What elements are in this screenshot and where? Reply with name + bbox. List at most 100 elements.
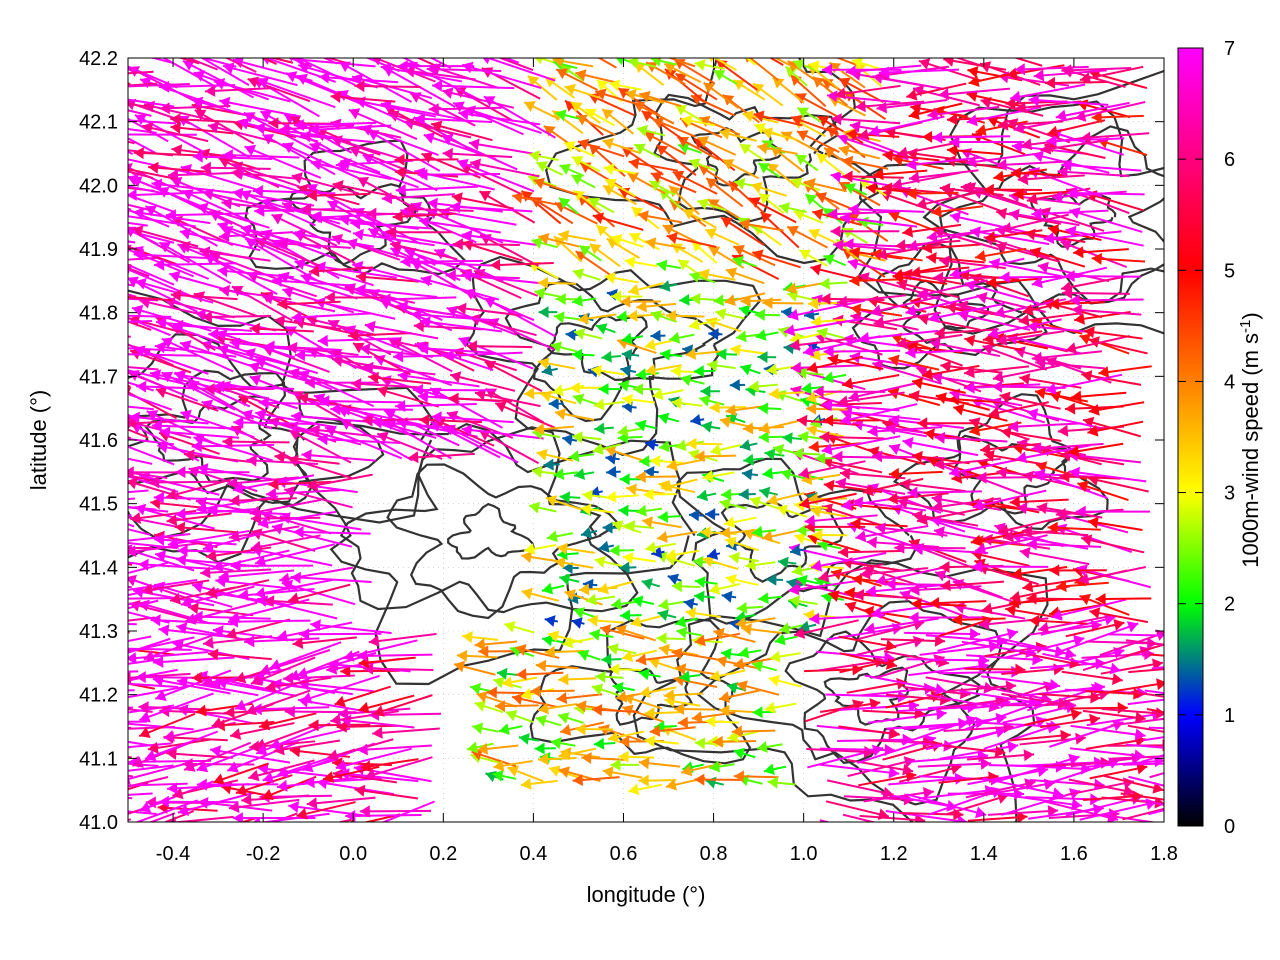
wind-vector-shaft [402, 58, 422, 68]
wind-vector-head [197, 463, 209, 475]
wind-vector-shaft [180, 585, 255, 606]
wind-vector-head [844, 587, 855, 599]
wind-vector-head [135, 278, 147, 290]
contour-line [856, 69, 1164, 335]
wind-vector-head [1013, 188, 1024, 201]
wind-vector-head [1042, 298, 1055, 310]
wind-vector-head [63, 258, 73, 270]
wind-vector-head [384, 409, 396, 421]
wind-vector-head [572, 268, 585, 280]
wind-vector-head [895, 239, 906, 252]
wind-vector-head [1011, 140, 1023, 153]
wind-vector-shaft [925, 676, 995, 691]
wind-vector-shaft [143, 633, 215, 661]
wind-vector-head [712, 735, 723, 748]
wind-vector-shaft [330, 408, 413, 411]
wind-vector-head [1073, 634, 1085, 647]
wind-vector-head [855, 100, 866, 113]
wind-vector-shaft [804, 701, 864, 723]
wind-vector-head [752, 249, 764, 261]
wind-vector-head [837, 133, 850, 145]
wind-vector-shaft [322, 58, 338, 65]
contour-line [892, 393, 1109, 531]
wind-vector-shaft [128, 636, 195, 653]
wind-vector-head [64, 827, 75, 839]
wind-vector-head [474, 700, 487, 712]
wind-vector-head [1064, 647, 1076, 660]
wind-vector-head [666, 232, 678, 244]
wind-vector-head [558, 712, 570, 724]
wind-vector-shaft [128, 599, 159, 610]
wind-vector-head [448, 392, 459, 405]
wind-vector-head [823, 345, 834, 358]
wind-vector-head [475, 388, 486, 401]
wind-vector-head [452, 238, 463, 251]
wind-vector-shaft [232, 191, 315, 207]
wind-vector-head [611, 234, 623, 246]
wind-vector-shaft [128, 647, 192, 651]
wind-vector-shaft [1101, 708, 1164, 715]
wind-vector-shaft [296, 801, 356, 818]
wind-vector-shaft [183, 453, 252, 463]
wind-vector-shaft [128, 762, 159, 767]
wind-vector-head [922, 368, 934, 381]
wind-vector-head [810, 505, 822, 518]
wind-vector-shaft [164, 299, 235, 319]
wind-vector-head [609, 544, 620, 557]
contour-line [690, 126, 783, 187]
wind-vector-head [902, 437, 914, 449]
wind-vector-head [330, 403, 341, 416]
wind-vector-shaft [886, 693, 951, 702]
wind-vector-head [176, 622, 188, 634]
wind-vector-head [656, 259, 668, 272]
wind-vector-head [719, 704, 730, 717]
wind-vector-head [478, 645, 489, 658]
wind-vector-head [518, 733, 530, 745]
wind-vector-head [624, 520, 636, 532]
wind-vector-head [757, 402, 769, 415]
wind-vector-shaft [159, 84, 236, 88]
wind-vector-shaft [338, 772, 419, 783]
wind-vector-head [690, 292, 701, 305]
wind-vector-shaft [154, 262, 237, 267]
wind-vector-head [159, 102, 170, 115]
wind-vector-head [715, 308, 727, 320]
wind-vector-head [128, 545, 137, 558]
wind-vector-head [335, 158, 347, 171]
wind-vector-head [609, 663, 620, 676]
wind-vector-head [978, 618, 990, 631]
wind-vector-head [621, 348, 633, 361]
wind-vector-head [982, 45, 993, 57]
wind-vector-head [707, 735, 718, 748]
wind-vector-head [805, 194, 818, 206]
wind-vector-shaft [919, 644, 1000, 656]
wind-vector-shaft [1080, 132, 1150, 140]
wind-vector-shaft [224, 58, 257, 73]
wind-vector-shaft [996, 210, 1061, 225]
contour-line [244, 139, 467, 276]
wind-vector-shaft [917, 762, 991, 768]
wind-vector-head [268, 478, 279, 491]
wind-vector-shaft [128, 102, 152, 109]
wind-vector-head [170, 113, 181, 126]
wind-vector-head [66, 210, 77, 222]
wind-vector-head [1074, 312, 1085, 325]
wind-vector-head [1048, 298, 1060, 310]
wind-vector-head [634, 143, 646, 155]
wind-vector-head [417, 390, 429, 403]
wind-vector-head [650, 310, 663, 322]
wind-vector-head [598, 540, 610, 553]
wind-vector-head [212, 625, 224, 638]
wind-vector-head [1069, 466, 1080, 479]
wind-vector-head [839, 77, 851, 89]
wind-vector-shaft [1000, 429, 1062, 442]
wind-vector-head [698, 268, 710, 281]
wind-vector-head [441, 134, 454, 146]
wind-vector-shaft [449, 205, 533, 213]
wind-vector-head [359, 343, 371, 356]
wind-vector-head [694, 450, 705, 463]
wind-vector-head [1051, 609, 1063, 621]
wind-vector-head [419, 414, 430, 427]
contour-line [339, 426, 639, 614]
wind-vector-head [1065, 342, 1077, 354]
